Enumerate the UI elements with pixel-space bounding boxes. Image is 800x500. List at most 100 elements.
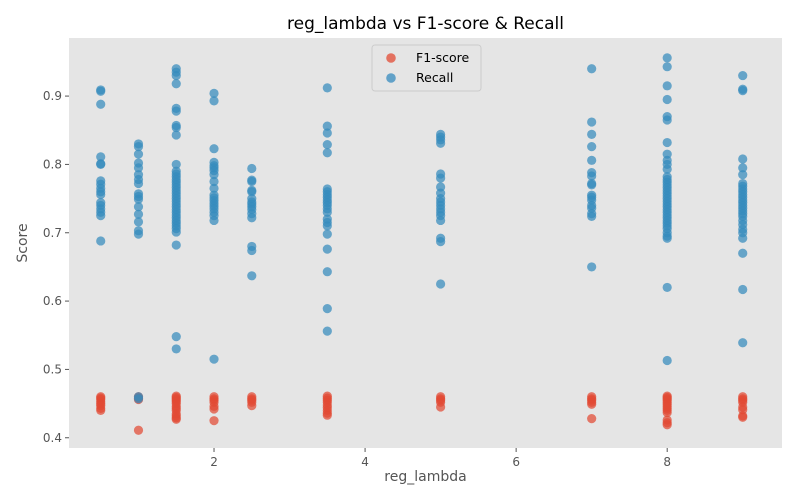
point-recall-148 [587,129,597,139]
point-recall-40 [171,106,181,116]
point-recall-169 [662,137,672,148]
point-recall-119 [322,207,332,217]
point-recall-149 [587,142,597,152]
point-recall-224 [738,284,748,295]
point-recall-28 [133,202,144,212]
legend-label-recall: Recall [416,70,453,85]
y-tick-label: 0.8 [43,157,62,171]
point-recall-105 [247,271,257,281]
point-recall-29 [133,209,144,219]
x-tick-label: 8 [663,455,671,469]
point-recall-166 [662,94,672,105]
point-recall-133 [436,173,446,183]
point-recall-154 [587,180,597,190]
point-recall-144 [436,237,446,247]
point-recall-95 [247,187,257,197]
point-recall-90 [209,354,219,364]
point-recall-107 [322,121,332,131]
point-recall-122 [322,221,332,231]
point-f1-score-30 [209,404,219,414]
point-recall-109 [322,140,332,150]
point-f1-score-50 [436,402,446,412]
point-f1-score-56 [587,414,597,424]
point-recall-73 [209,144,219,154]
point-f1-score-7 [96,405,106,416]
point-f1-score-55 [587,399,597,409]
point-recall-225 [738,338,748,348]
point-f1-score-36 [247,401,257,411]
point-recall-108 [322,128,332,138]
point-recall-198 [662,355,672,366]
point-recall-32 [133,229,144,239]
point-recall-1 [96,86,106,96]
y-tick-label: 0.7 [43,226,62,240]
point-recall-110 [322,148,332,158]
y-tick-label: 0.6 [43,294,62,308]
point-recall-34 [133,394,144,404]
y-axis-label: Score [15,223,31,262]
point-recall-163 [662,53,672,63]
point-recall-173 [662,164,672,174]
point-recall-24 [133,178,144,189]
point-recall-78 [209,170,219,180]
point-recall-2 [96,99,106,109]
point-recall-30 [133,217,144,227]
point-recall-222 [738,233,748,243]
point-recall-204 [738,170,748,180]
y-tick-label: 0.5 [43,362,62,376]
point-recall-37 [171,70,181,81]
point-f1-score-24 [171,414,181,424]
point-recall-91 [247,163,257,174]
legend-marker-recall [386,73,396,83]
point-recall-93 [247,176,257,187]
point-recall-19 [133,149,144,159]
x-tick-label: 2 [210,455,218,469]
point-recall-79 [209,176,219,187]
point-recall-203 [738,163,748,173]
point-recall-150 [587,155,597,165]
point-recall-125 [322,267,332,277]
points-layer [96,53,748,435]
point-f1-score-66 [662,407,672,418]
point-recall-16 [96,236,106,246]
point-recall-123 [322,229,332,239]
x-axis-label: reg_lambda [384,469,466,485]
point-recall-165 [662,81,672,91]
point-recall-21 [133,163,144,173]
legend-box [371,44,482,92]
point-recall-152 [587,171,597,181]
point-recall-38 [171,79,181,89]
plot-area [69,38,782,448]
point-recall-102 [247,213,257,223]
point-f1-score-45 [322,410,332,420]
y-tick-label: 0.4 [43,431,62,445]
point-recall-80 [209,183,219,193]
chart-title: reg_lambda vs F1-score & Recall [287,14,564,34]
point-recall-142 [436,215,446,226]
x-tick-label: 6 [512,455,520,469]
point-recall-168 [662,115,672,125]
point-f1-score-11 [133,425,144,435]
point-recall-15 [96,211,106,221]
point-recall-67 [171,227,181,237]
point-recall-71 [209,88,219,98]
point-recall-223 [738,248,748,258]
x-tick-label: 4 [361,455,369,469]
point-recall-147 [587,117,597,127]
point-recall-202 [738,154,748,164]
point-recall-70 [171,344,181,354]
point-recall-3 [96,152,106,162]
point-recall-106 [322,83,332,93]
point-recall-199 [738,70,748,81]
point-recall-27 [133,194,144,204]
point-recall-126 [322,304,332,314]
legend-marker-f1-score [386,53,396,63]
point-recall-104 [247,245,257,256]
point-recall-5 [96,159,106,170]
legend-label-f1-score: F1-score [416,50,470,65]
legend: F1-score Recall [371,44,482,92]
point-recall-89 [209,215,219,226]
point-recall-161 [587,211,597,221]
point-recall-124 [322,244,332,254]
